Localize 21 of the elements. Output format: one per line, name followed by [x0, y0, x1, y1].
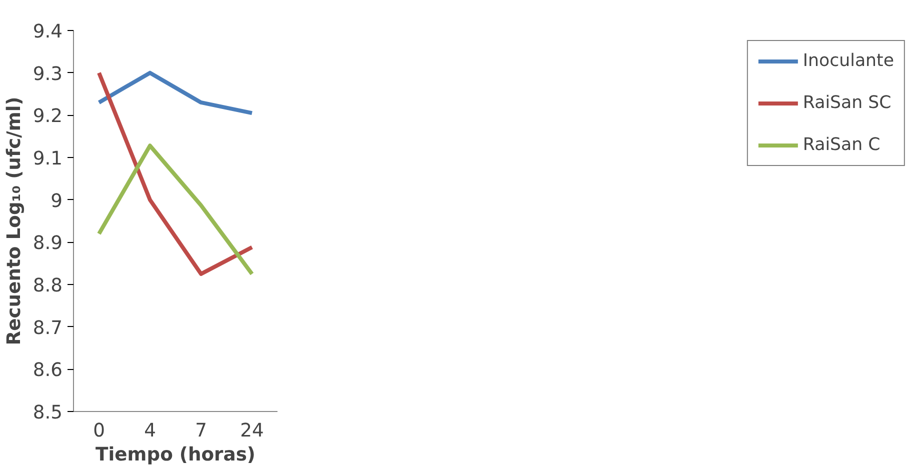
y-axis-title: Recuento Log₁₀ (ufc/ml)	[4, 96, 25, 346]
legend-label: RaiSan C	[802, 135, 880, 155]
y-tick-label: 8.9	[32, 233, 62, 254]
y-tick-label: 9.1	[32, 148, 62, 170]
x-axis-title: Tiempo (horas)	[96, 444, 256, 466]
x-tick-label: 7	[195, 420, 207, 442]
x-tick-label: 24	[240, 420, 264, 442]
y-tick-label: 9.3	[32, 64, 62, 85]
x-tick-label: 4	[144, 420, 156, 442]
legend-label: Inoculante	[802, 51, 894, 71]
y-tick-label: 8.7	[32, 318, 62, 339]
y-tick-label: 9.2	[32, 106, 62, 128]
legend-label: RaiSan SC	[802, 93, 892, 113]
y-tick-label: 8.8	[32, 276, 62, 296]
y-tick-label: 8.6	[32, 360, 62, 382]
y-tick-label: 9	[50, 190, 63, 212]
line-series	[97, 144, 254, 276]
y-tick-label: 9.4	[32, 22, 62, 42]
y-tick-label: 8.5	[32, 402, 62, 424]
line-series	[97, 70, 254, 276]
x-tick-label: 0	[93, 420, 105, 442]
